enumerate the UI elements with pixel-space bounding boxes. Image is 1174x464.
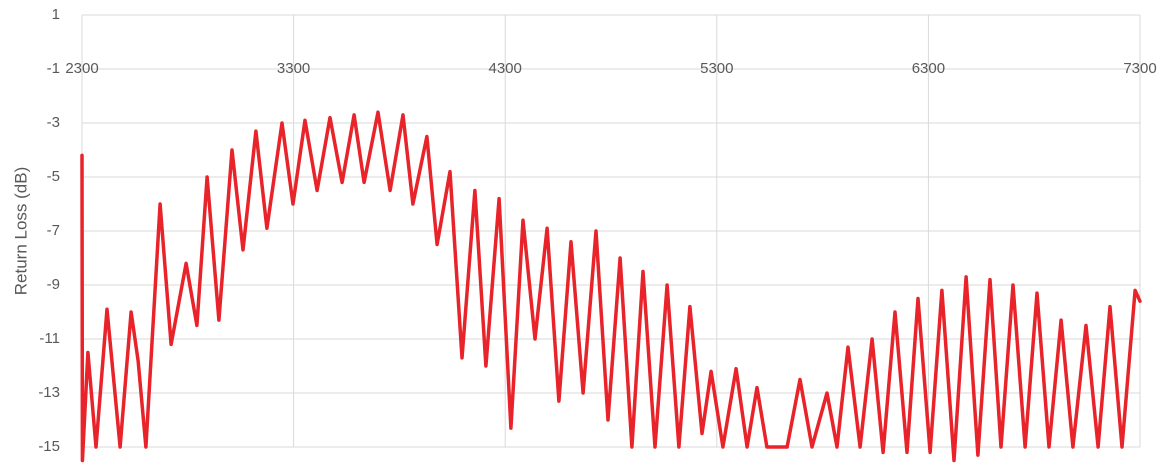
y-tick-label: -9 (47, 276, 60, 293)
x-tick-label: 6300 (912, 60, 945, 77)
x-tick-label: 4300 (489, 60, 522, 77)
y-tick-label: -11 (39, 330, 60, 347)
x-tick-label: 7300 (1123, 60, 1156, 77)
y-tick-label: 1 (52, 6, 60, 23)
x-tick-label: 2300 (65, 60, 98, 77)
y-tick-label: -3 (47, 114, 60, 131)
y-tick-label: -13 (38, 384, 60, 401)
y-tick-label: -15 (38, 438, 60, 455)
data-line (80, 110, 1142, 463)
y-axis-label: Return Loss (dB) (11, 167, 30, 296)
y-tick-label: -5 (47, 168, 60, 185)
x-tick-label: 5300 (700, 60, 733, 77)
y-tick-label: -7 (47, 222, 60, 239)
y-tick-label: -1 (47, 60, 60, 77)
x-tick-label: 3300 (277, 60, 310, 77)
